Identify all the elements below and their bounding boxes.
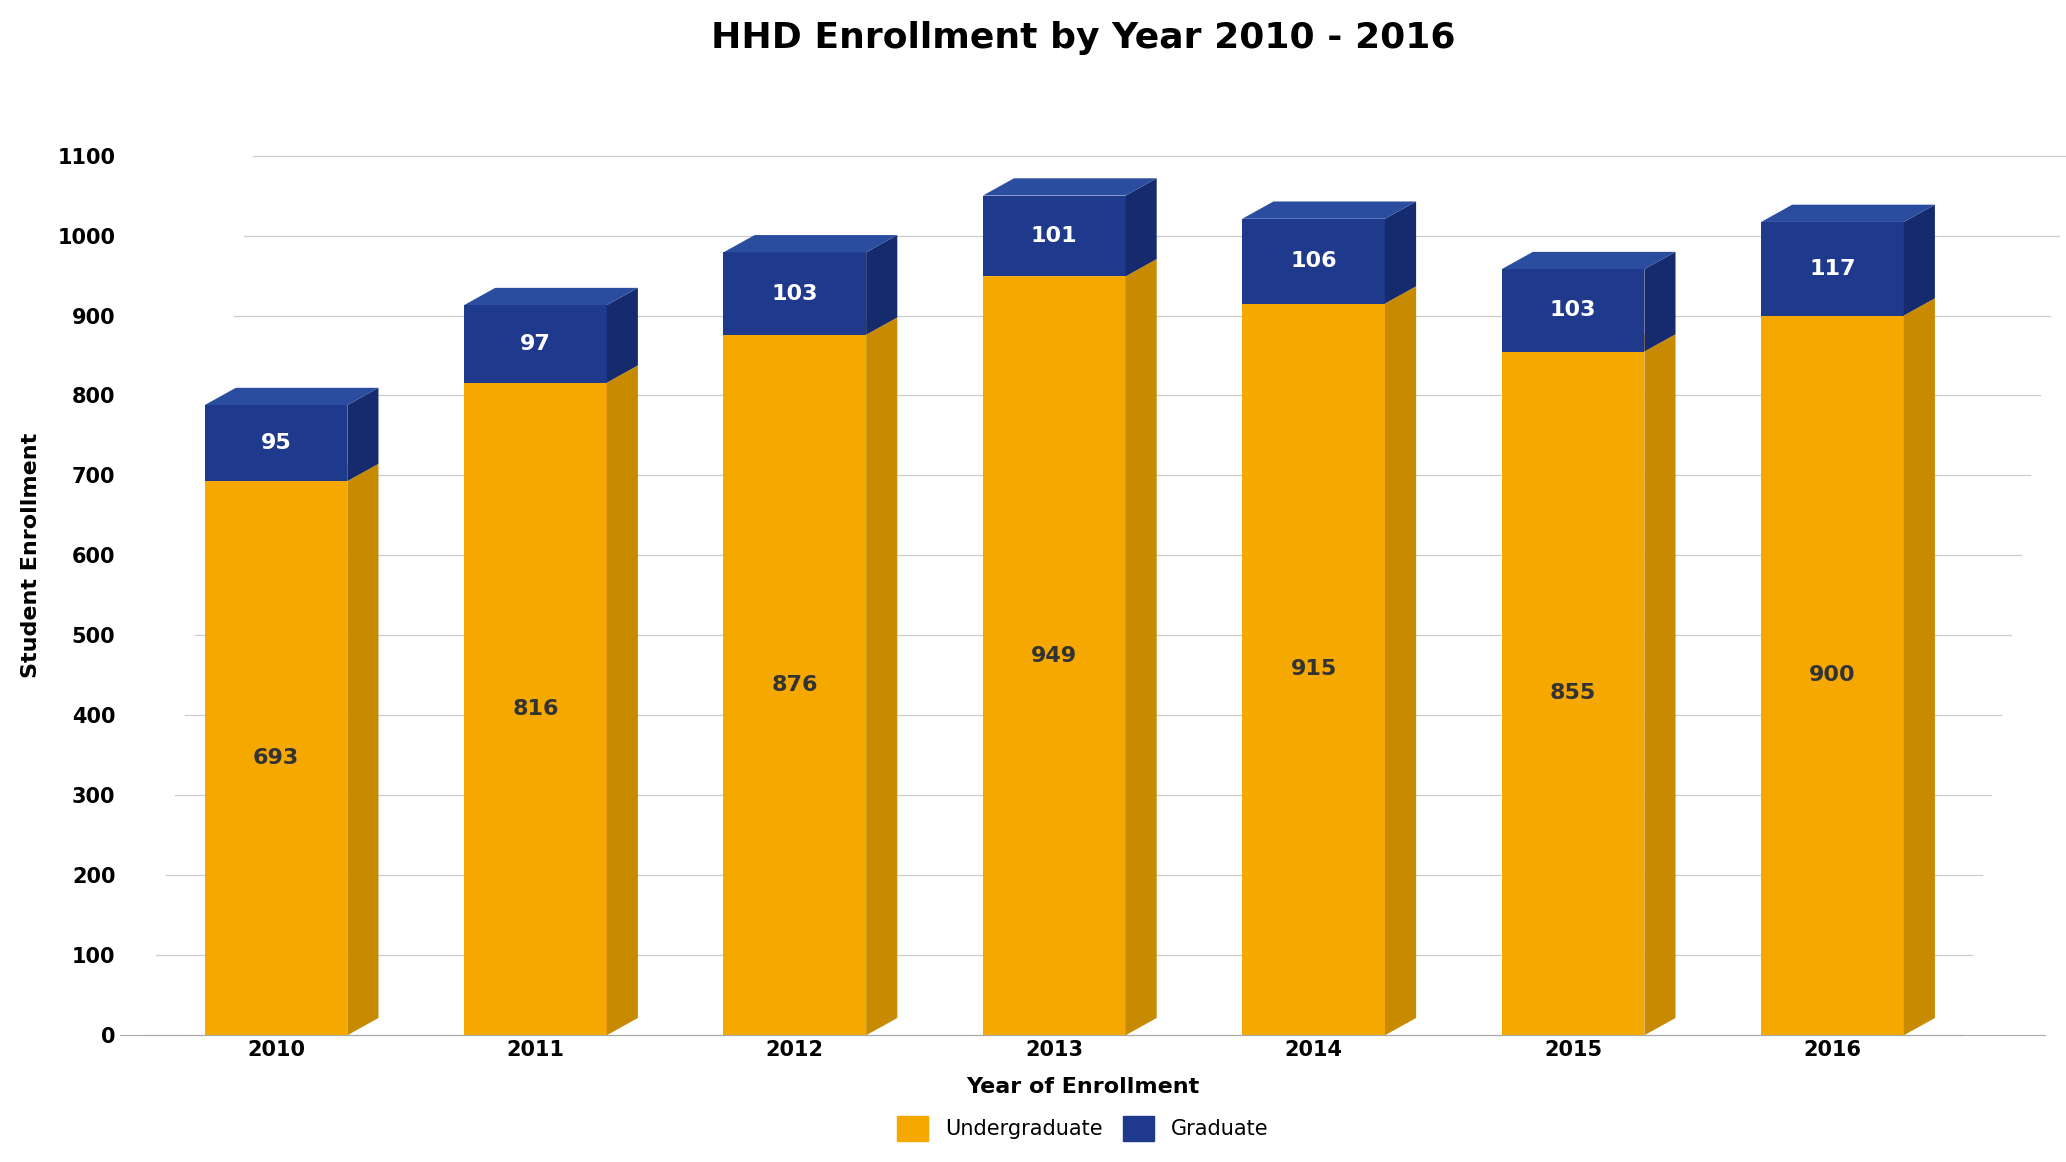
Polygon shape — [1384, 201, 1415, 303]
Polygon shape — [607, 365, 638, 1035]
Text: 816: 816 — [512, 700, 558, 719]
Polygon shape — [866, 235, 897, 335]
Title: HHD Enrollment by Year 2010 - 2016: HHD Enrollment by Year 2010 - 2016 — [711, 21, 1454, 55]
Polygon shape — [983, 259, 1157, 277]
Polygon shape — [866, 317, 897, 1035]
Polygon shape — [1903, 299, 1936, 1035]
Polygon shape — [205, 464, 378, 481]
Text: 106: 106 — [1291, 251, 1337, 271]
Polygon shape — [1760, 316, 1903, 1035]
Polygon shape — [1502, 352, 1645, 1035]
Text: 101: 101 — [1031, 225, 1078, 246]
Polygon shape — [1903, 205, 1936, 316]
Polygon shape — [1502, 270, 1645, 352]
Text: 103: 103 — [1550, 300, 1597, 321]
Polygon shape — [465, 288, 638, 306]
Y-axis label: Student Enrollment: Student Enrollment — [21, 432, 41, 679]
Polygon shape — [1384, 286, 1415, 1035]
Polygon shape — [1502, 335, 1676, 352]
Polygon shape — [723, 335, 866, 1035]
Polygon shape — [723, 235, 897, 252]
Polygon shape — [1242, 218, 1384, 303]
Polygon shape — [465, 306, 607, 382]
Text: 117: 117 — [1810, 259, 1855, 279]
Polygon shape — [347, 388, 378, 481]
Polygon shape — [1760, 205, 1936, 222]
Polygon shape — [1242, 286, 1415, 303]
Text: 949: 949 — [1031, 646, 1076, 666]
Polygon shape — [1502, 252, 1676, 270]
Text: 693: 693 — [252, 748, 300, 768]
Polygon shape — [1645, 335, 1676, 1035]
Polygon shape — [1760, 222, 1903, 316]
Polygon shape — [1126, 178, 1157, 277]
Polygon shape — [465, 365, 638, 382]
Polygon shape — [1126, 259, 1157, 1035]
Text: 900: 900 — [1810, 666, 1855, 686]
Text: 103: 103 — [771, 284, 818, 303]
Polygon shape — [1242, 201, 1415, 218]
Polygon shape — [465, 382, 607, 1035]
Polygon shape — [347, 464, 378, 1035]
Legend: Undergraduate, Graduate: Undergraduate, Graduate — [888, 1107, 1277, 1149]
Polygon shape — [983, 195, 1126, 277]
Text: 95: 95 — [260, 433, 291, 453]
Polygon shape — [1645, 252, 1676, 352]
Text: 855: 855 — [1550, 683, 1597, 703]
Polygon shape — [983, 277, 1126, 1035]
Polygon shape — [983, 178, 1157, 195]
Polygon shape — [205, 406, 347, 481]
X-axis label: Year of Enrollment: Year of Enrollment — [967, 1077, 1200, 1097]
Text: 915: 915 — [1291, 659, 1337, 680]
Text: 876: 876 — [771, 675, 818, 695]
Polygon shape — [1242, 303, 1384, 1035]
Polygon shape — [205, 481, 347, 1035]
Polygon shape — [1760, 299, 1936, 316]
Polygon shape — [607, 288, 638, 382]
Text: 97: 97 — [521, 333, 552, 354]
Polygon shape — [723, 252, 866, 335]
Polygon shape — [205, 388, 378, 406]
Polygon shape — [723, 317, 897, 335]
